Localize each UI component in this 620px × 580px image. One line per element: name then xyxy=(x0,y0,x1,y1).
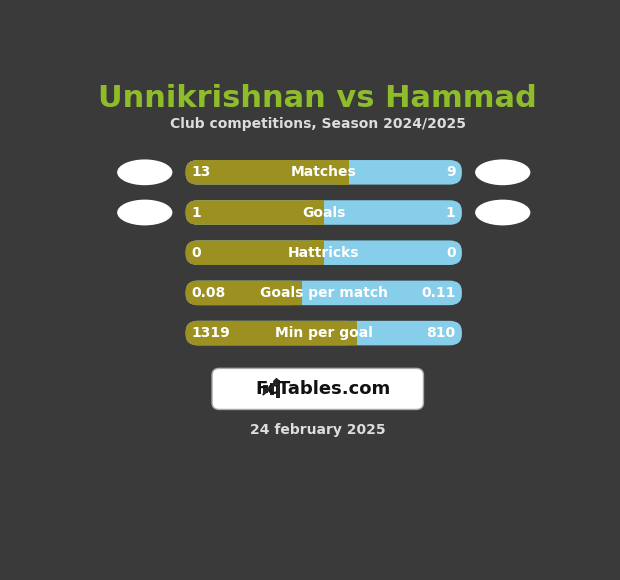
Bar xyxy=(337,160,348,184)
Bar xyxy=(264,385,268,393)
Bar xyxy=(276,380,280,398)
Bar xyxy=(312,241,324,265)
Text: FcTables.com: FcTables.com xyxy=(255,380,390,398)
Text: 0.11: 0.11 xyxy=(421,286,456,300)
Bar xyxy=(290,281,302,305)
Text: Goals per match: Goals per match xyxy=(260,286,388,300)
Text: 1: 1 xyxy=(446,205,456,219)
Text: Min per goal: Min per goal xyxy=(275,326,373,340)
FancyBboxPatch shape xyxy=(185,160,348,184)
FancyBboxPatch shape xyxy=(185,241,324,265)
Text: 810: 810 xyxy=(427,326,456,340)
Text: 0.08: 0.08 xyxy=(192,286,226,300)
Text: Matches: Matches xyxy=(291,165,356,179)
FancyBboxPatch shape xyxy=(185,281,462,305)
Text: 24 february 2025: 24 february 2025 xyxy=(250,423,386,437)
FancyBboxPatch shape xyxy=(185,321,462,345)
Text: Hattricks: Hattricks xyxy=(288,246,360,260)
FancyBboxPatch shape xyxy=(185,241,462,265)
Text: 13: 13 xyxy=(192,165,211,179)
Text: 9: 9 xyxy=(446,165,456,179)
Text: Club competitions, Season 2024/2025: Club competitions, Season 2024/2025 xyxy=(170,117,466,131)
Text: Unnikrishnan vs Hammad: Unnikrishnan vs Hammad xyxy=(99,84,537,113)
FancyBboxPatch shape xyxy=(185,200,462,225)
Text: 0: 0 xyxy=(192,246,202,260)
Text: Goals: Goals xyxy=(302,205,345,219)
FancyBboxPatch shape xyxy=(185,200,324,225)
FancyBboxPatch shape xyxy=(185,160,462,184)
Bar xyxy=(312,200,324,225)
FancyBboxPatch shape xyxy=(212,368,423,409)
Ellipse shape xyxy=(475,160,530,185)
Text: 1: 1 xyxy=(192,205,202,219)
FancyBboxPatch shape xyxy=(185,321,357,345)
Ellipse shape xyxy=(117,160,172,185)
Text: 0: 0 xyxy=(446,246,456,260)
Ellipse shape xyxy=(475,200,530,226)
Bar xyxy=(270,383,274,395)
Text: 1319: 1319 xyxy=(192,326,231,340)
Ellipse shape xyxy=(117,200,172,226)
Bar xyxy=(345,321,357,345)
FancyBboxPatch shape xyxy=(185,281,302,305)
